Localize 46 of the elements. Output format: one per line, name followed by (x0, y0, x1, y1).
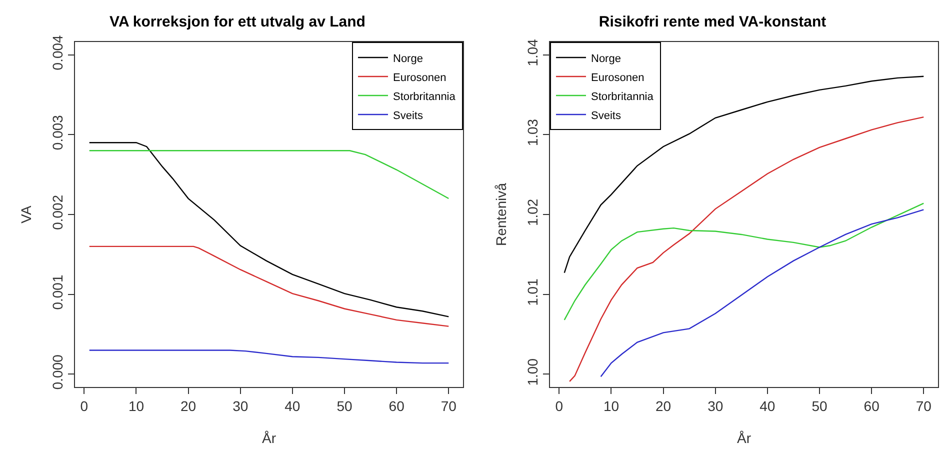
y-tick-label: 0.003 (49, 114, 66, 150)
x-tick-label: 40 (760, 398, 776, 414)
x-tick-label: 20 (180, 398, 196, 414)
x-axis-title: År (737, 430, 752, 446)
legend-label: Norge (591, 52, 621, 65)
legend-label: Sveits (591, 110, 622, 122)
x-tick-label: 70 (440, 398, 457, 414)
x-tick-label: 60 (388, 398, 405, 414)
y-axis-title: Rentenivå (493, 182, 509, 246)
legend-label: Storbritannia (591, 90, 654, 103)
chart-title: Risikofri rente med VA-konstant (598, 14, 826, 31)
y-tick-label: 1.04 (524, 38, 540, 66)
x-tick-label: 30 (708, 398, 724, 414)
x-tick-label: 40 (284, 398, 300, 414)
x-tick-label: 10 (603, 398, 620, 414)
line-series (88, 150, 450, 200)
x-tick-label: 50 (812, 398, 828, 414)
y-tick-label: 0.001 (49, 274, 66, 310)
line-series (88, 350, 450, 364)
line-series (88, 142, 450, 318)
legend-label: Sveits (393, 110, 424, 122)
x-tick-label: 0 (555, 398, 564, 414)
x-tick-label: 0 (80, 398, 88, 414)
y-tick-label: 0.000 (49, 354, 66, 390)
x-tick-label: 20 (656, 398, 672, 414)
x-tick-label: 30 (232, 398, 248, 414)
y-tick-label: 0.004 (49, 34, 66, 70)
line-series (564, 202, 924, 321)
y-tick-label: 1.01 (524, 278, 540, 306)
line-series (88, 246, 450, 327)
y-tick-label: 0.002 (49, 194, 66, 230)
legend-label: Norge (393, 52, 423, 65)
x-tick-label: 70 (916, 398, 932, 414)
line-series (600, 209, 924, 378)
x-tick-label: 50 (336, 398, 352, 414)
legend-label: Storbritannia (393, 90, 456, 103)
x-tick-label: 60 (864, 398, 880, 414)
y-tick-label: 1.03 (524, 118, 540, 146)
chart-title: VA korreksjon for ett utvalg av Land (110, 14, 366, 31)
legend-label: Eurosonen (393, 72, 446, 84)
y-tick-label: 1.02 (524, 198, 540, 226)
legend-label: Eurosonen (591, 72, 644, 84)
x-axis-title: År (262, 430, 276, 446)
x-tick-label: 10 (128, 398, 144, 414)
y-axis-title: VA (18, 205, 34, 224)
y-tick-label: 1.00 (524, 358, 540, 386)
